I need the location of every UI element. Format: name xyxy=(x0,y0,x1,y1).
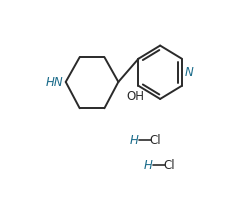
Text: Cl: Cl xyxy=(164,158,175,171)
Text: H: H xyxy=(130,134,139,147)
Text: H: H xyxy=(144,158,153,171)
Text: HN: HN xyxy=(45,76,63,89)
Text: N: N xyxy=(184,66,193,79)
Text: OH: OH xyxy=(126,89,144,102)
Text: Cl: Cl xyxy=(150,134,161,147)
